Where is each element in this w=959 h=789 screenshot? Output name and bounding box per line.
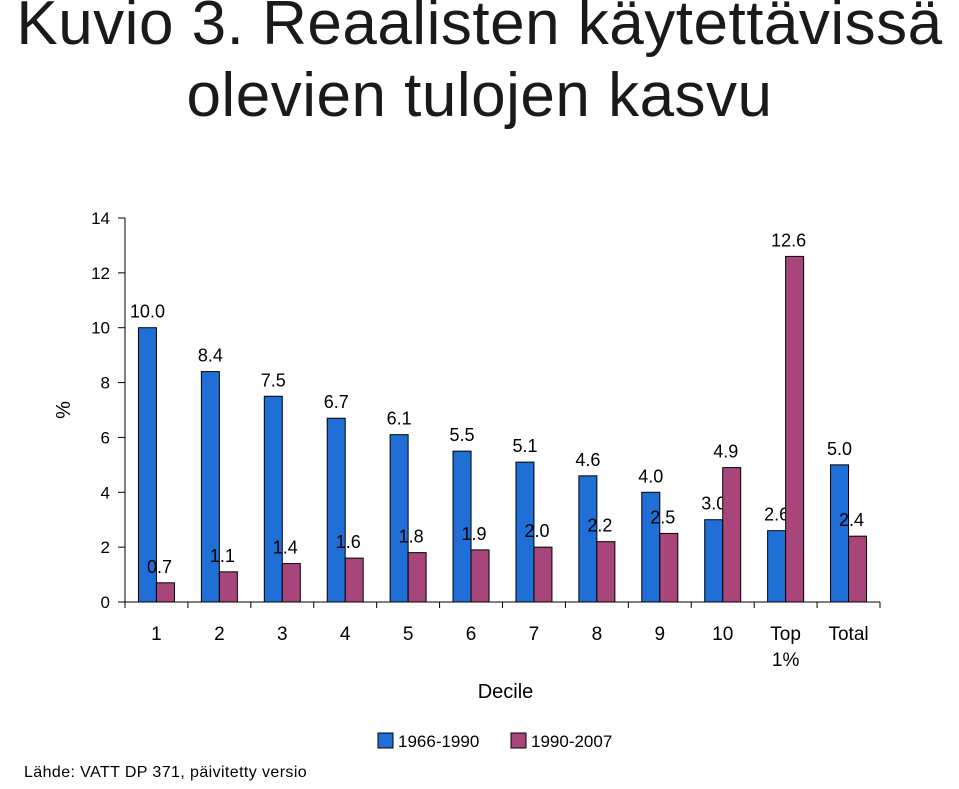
- bar-series2: [596, 541, 616, 603]
- x-tick-label: 8: [592, 624, 603, 645]
- bar-series1: [578, 475, 598, 603]
- data-label: 10.0: [130, 302, 165, 322]
- data-label: 0.7: [147, 557, 172, 577]
- data-label: 5.0: [827, 439, 852, 459]
- y-tick-label: 4: [101, 483, 110, 502]
- chart-title-line-2: olevien tulojen kasvu: [186, 61, 773, 130]
- data-label: 1.4: [273, 538, 298, 558]
- data-label: 2.5: [650, 507, 675, 527]
- legend-label: 1966-1990: [398, 732, 479, 751]
- data-label: 6.1: [387, 409, 412, 429]
- bar-series1: [515, 461, 535, 603]
- bar-series2: [848, 535, 868, 603]
- data-label: 1.6: [336, 532, 361, 552]
- y-tick-label: 8: [101, 374, 110, 393]
- y-tick-label: 14: [91, 209, 110, 228]
- data-label: 7.5: [261, 370, 286, 390]
- chart-title: Kuvio 3. Reaalisten käytettävissä olevie…: [0, 0, 959, 132]
- data-label: 3.0: [701, 494, 726, 514]
- legend-label: 1990-2007: [531, 732, 612, 751]
- legend-swatch: [377, 732, 394, 749]
- x-tick-label: 6: [466, 624, 477, 645]
- x-tick-label: 4: [340, 624, 351, 645]
- bar-series1: [326, 417, 346, 603]
- y-tick-label: 2: [101, 538, 110, 557]
- data-label: 5.5: [450, 425, 475, 445]
- x-tick-label: Top: [770, 624, 801, 645]
- y-tick-label: 10: [91, 319, 110, 338]
- bar-series2: [785, 255, 805, 603]
- data-label: 1.9: [462, 524, 487, 544]
- x-tick-label: 1%: [772, 650, 800, 671]
- bar-series2: [470, 549, 490, 603]
- data-label: 2.0: [524, 521, 549, 541]
- data-label: 8.4: [198, 346, 223, 366]
- data-label: 4.0: [638, 466, 663, 486]
- x-axis-title: Decile: [478, 681, 534, 703]
- data-label: 4.9: [713, 442, 738, 462]
- bar-series1: [263, 395, 283, 603]
- bar-series2: [533, 546, 553, 603]
- x-tick-label: 7: [529, 624, 540, 645]
- bar-series1: [704, 519, 724, 603]
- legend-swatch: [510, 732, 527, 749]
- bar-series1: [389, 434, 409, 603]
- source-note: Lähde: VATT DP 371, päivitetty versio: [24, 764, 308, 781]
- data-label: 2.2: [587, 516, 612, 536]
- bar-series1: [767, 530, 787, 603]
- data-label: 12.6: [771, 230, 806, 250]
- bar-series2: [281, 563, 301, 603]
- x-tick-label: 10: [712, 624, 733, 645]
- x-tick-label: 1: [151, 624, 162, 645]
- bar-series1: [137, 327, 157, 603]
- y-axis-title: %: [53, 401, 75, 419]
- bar-series2: [659, 532, 679, 603]
- x-tick-label: 3: [277, 624, 288, 645]
- data-label: 1.8: [399, 527, 424, 547]
- data-label: 4.6: [575, 450, 600, 470]
- bar-series2: [407, 552, 427, 603]
- data-label: 1.1: [210, 546, 235, 566]
- y-tick-label: 0: [101, 593, 110, 612]
- data-label: 2.4: [839, 510, 864, 530]
- bar-series2: [722, 467, 742, 603]
- x-tick-label: 2: [214, 624, 225, 645]
- bar-series2: [344, 557, 364, 603]
- y-tick-label: 12: [91, 264, 110, 283]
- x-tick-label: 9: [655, 624, 666, 645]
- data-label: 2.6: [764, 505, 789, 525]
- bar-series1: [830, 464, 850, 603]
- bar-series1: [452, 450, 472, 603]
- x-tick-label: 5: [403, 624, 414, 645]
- data-label: 5.1: [512, 436, 537, 456]
- bar-series1: [200, 371, 220, 603]
- y-tick-label: 6: [101, 428, 110, 447]
- data-label: 6.7: [324, 392, 349, 412]
- bar-series2: [155, 582, 175, 603]
- x-tick-label: Total: [828, 624, 868, 645]
- chart-title-line-1: Kuvio 3. Reaalisten käytettävissä: [16, 0, 943, 58]
- bar-series2: [218, 571, 238, 603]
